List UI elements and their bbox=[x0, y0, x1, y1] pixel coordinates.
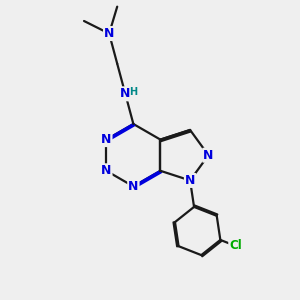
Text: N: N bbox=[101, 133, 112, 146]
Text: N: N bbox=[120, 87, 130, 100]
Text: Cl: Cl bbox=[229, 239, 242, 252]
Text: N: N bbox=[203, 149, 214, 162]
Text: N: N bbox=[185, 174, 195, 187]
Text: N: N bbox=[128, 180, 139, 193]
Text: H: H bbox=[130, 87, 138, 98]
Text: N: N bbox=[104, 27, 114, 40]
Text: N: N bbox=[101, 164, 112, 177]
